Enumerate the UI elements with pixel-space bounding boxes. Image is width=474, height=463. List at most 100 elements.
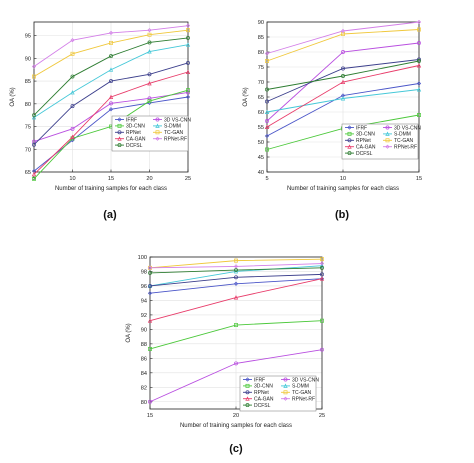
legend-marker xyxy=(385,144,390,149)
legend-marker xyxy=(245,383,250,388)
data-point xyxy=(340,96,346,101)
plot-frame xyxy=(149,256,323,410)
y-tick-label: 65 xyxy=(25,170,31,176)
legend-marker xyxy=(155,130,160,135)
y-tick-label: 84 xyxy=(141,371,147,377)
data-point xyxy=(148,270,152,275)
y-tick-label: 80 xyxy=(258,50,264,56)
legend-marker xyxy=(117,136,122,141)
x-tick-label: 25 xyxy=(319,413,325,419)
y-tick-label: 75 xyxy=(25,125,31,131)
x-tick-label: 5 xyxy=(32,176,35,182)
y-tick-label: 85 xyxy=(258,35,264,41)
y-tick-label: 60 xyxy=(258,110,264,116)
y-tick-label: 100 xyxy=(138,255,147,261)
data-point xyxy=(186,28,190,33)
x-tick-label: 20 xyxy=(233,413,239,419)
series-rpnet-rf xyxy=(31,23,191,69)
y-tick-label: 98 xyxy=(141,269,147,275)
series-rpnet xyxy=(265,57,421,104)
legend-label: RPNet-RF xyxy=(394,145,417,151)
y-tick-label: 88 xyxy=(141,342,147,348)
legend-box xyxy=(341,123,419,160)
data-point xyxy=(417,113,421,117)
legend-label: 3D VS-CNN xyxy=(394,125,421,131)
data-point xyxy=(147,291,153,296)
series-dcfsl xyxy=(148,265,324,275)
legend-label: 3D VS-CNN xyxy=(292,377,319,383)
x-axis-label: Number of training samples for each clas… xyxy=(55,186,167,192)
data-point xyxy=(185,23,191,28)
series-ca-gan xyxy=(264,63,422,129)
legend-label: DCFSL xyxy=(356,151,373,157)
x-tick-label: 25 xyxy=(185,176,191,182)
series-line xyxy=(33,89,189,180)
data-point xyxy=(233,295,239,300)
y-tick-label: 90 xyxy=(258,20,264,26)
panel-label: (b) xyxy=(335,209,349,221)
data-point xyxy=(31,171,37,177)
series-3d-vs-cnn xyxy=(265,41,421,123)
series-dcfsl xyxy=(32,35,190,118)
legend-marker xyxy=(347,125,352,130)
legend-marker xyxy=(117,123,122,128)
series-line xyxy=(266,29,420,62)
data-point xyxy=(319,261,325,266)
series-3d-cnn xyxy=(148,318,324,351)
y-axis-label: OA (%) xyxy=(10,87,16,106)
series-s-dmm xyxy=(31,42,191,120)
data-point xyxy=(148,284,152,288)
legend-marker xyxy=(347,151,352,156)
data-point xyxy=(340,28,346,34)
chart-panel-b: 40 45 50 55 60 65 70 75 80 85 90 5 10 15 Number of tra… xyxy=(243,19,422,221)
data-point xyxy=(109,79,113,84)
data-point xyxy=(147,265,153,270)
series-line xyxy=(266,65,420,128)
legend-label: TC-GAN xyxy=(394,138,414,144)
series-line xyxy=(149,349,323,403)
legend-marker xyxy=(245,396,250,401)
legend-marker xyxy=(347,144,352,149)
series-line xyxy=(266,42,420,122)
legend-label: DCFSL xyxy=(126,143,143,149)
data-point xyxy=(320,265,324,270)
legend-marker xyxy=(283,390,288,395)
series-line xyxy=(149,267,323,274)
series-line xyxy=(33,29,189,77)
legend-label: IFRF xyxy=(254,377,265,383)
data-point xyxy=(416,81,422,86)
data-point xyxy=(341,74,345,78)
series-rpnet xyxy=(148,272,324,288)
x-tick-label: 15 xyxy=(108,176,114,182)
data-point xyxy=(185,94,191,100)
y-axis-label: OA (%) xyxy=(126,323,132,342)
data-point xyxy=(70,51,75,56)
data-point xyxy=(108,67,114,72)
series-line xyxy=(33,25,189,67)
panel-label: (c) xyxy=(229,443,243,455)
data-point xyxy=(147,28,152,33)
legend-label: 3D-CNN xyxy=(126,124,145,130)
legend-box xyxy=(111,115,189,152)
data-point xyxy=(320,272,324,277)
data-point xyxy=(147,32,152,37)
legend-label: CA-GAN xyxy=(356,145,376,151)
data-point xyxy=(147,96,152,101)
series-line xyxy=(266,83,420,137)
data-point xyxy=(70,104,75,109)
y-tick-label: 40 xyxy=(258,170,264,176)
data-point xyxy=(147,40,152,45)
legend-marker xyxy=(155,117,160,122)
series-rpnet-rf xyxy=(264,19,422,56)
x-axis-label: Number of training samples for each clas… xyxy=(180,423,292,429)
data-point xyxy=(147,99,152,104)
x-tick-label: 10 xyxy=(69,176,75,182)
legend-box xyxy=(239,375,317,412)
legend-marker xyxy=(117,130,122,135)
data-point xyxy=(186,88,190,93)
data-point xyxy=(147,49,152,54)
legend-marker xyxy=(155,136,160,141)
